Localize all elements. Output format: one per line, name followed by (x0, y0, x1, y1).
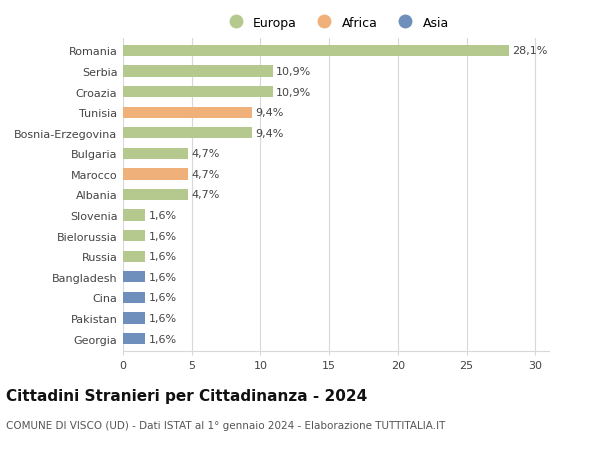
Bar (123, 292, 145, 303)
Bar (123, 169, 188, 180)
Text: Cittadini Stranieri per Cittadinanza - 2024: Cittadini Stranieri per Cittadinanza - 2… (6, 388, 367, 403)
Bar (123, 333, 145, 344)
Text: 1,6%: 1,6% (148, 272, 176, 282)
Text: 28,1%: 28,1% (512, 46, 548, 56)
Text: COMUNE DI VISCO (UD) - Dati ISTAT al 1° gennaio 2024 - Elaborazione TUTTITALIA.I: COMUNE DI VISCO (UD) - Dati ISTAT al 1° … (6, 420, 445, 430)
Bar (123, 210, 145, 221)
Text: 1,6%: 1,6% (148, 293, 176, 303)
Bar (123, 148, 188, 160)
Bar (123, 251, 145, 263)
Text: 1,6%: 1,6% (148, 334, 176, 344)
Text: 1,6%: 1,6% (148, 313, 176, 323)
Bar (123, 313, 145, 324)
Text: 4,7%: 4,7% (191, 190, 220, 200)
Bar (123, 87, 273, 98)
Bar (123, 66, 273, 78)
Text: 9,4%: 9,4% (256, 108, 284, 118)
Text: 1,6%: 1,6% (148, 211, 176, 221)
Text: 4,7%: 4,7% (191, 149, 220, 159)
Bar (123, 272, 145, 283)
Text: 4,7%: 4,7% (191, 169, 220, 179)
Bar (123, 46, 509, 57)
Text: 1,6%: 1,6% (148, 252, 176, 262)
Text: 9,4%: 9,4% (256, 129, 284, 139)
Legend: Europa, Africa, Asia: Europa, Africa, Asia (223, 17, 449, 30)
Bar (123, 128, 252, 139)
Bar (123, 230, 145, 242)
Text: 1,6%: 1,6% (148, 231, 176, 241)
Bar (123, 107, 252, 118)
Text: 10,9%: 10,9% (276, 87, 311, 97)
Text: 10,9%: 10,9% (276, 67, 311, 77)
Bar (123, 190, 188, 201)
